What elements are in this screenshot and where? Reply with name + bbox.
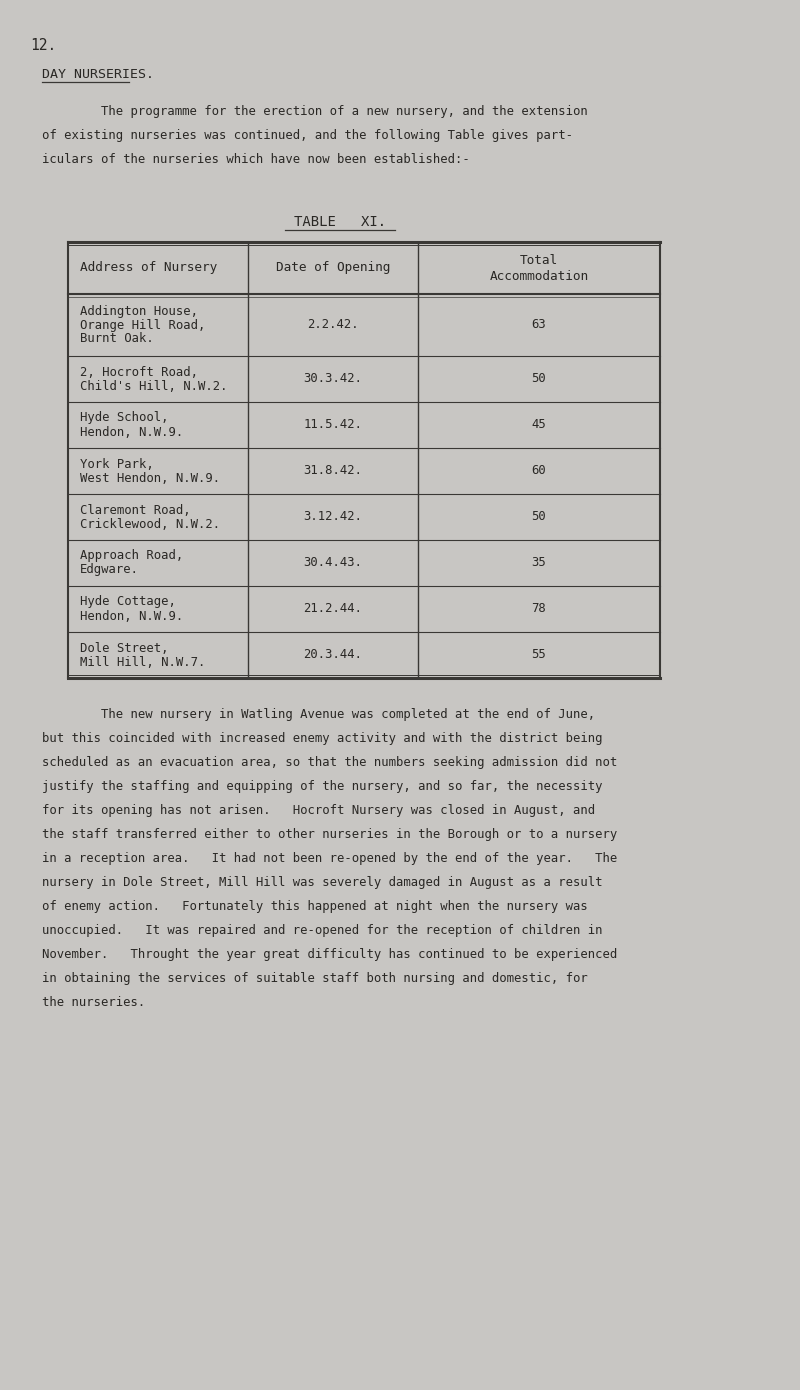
Text: DAY NURSERIES.: DAY NURSERIES. xyxy=(42,68,154,81)
Text: 3.12.42.: 3.12.42. xyxy=(303,510,362,524)
Text: The programme for the erection of a new nursery, and the extension: The programme for the erection of a new … xyxy=(42,106,588,118)
Text: Approach Road,: Approach Road, xyxy=(80,549,183,563)
Text: 35: 35 xyxy=(532,556,546,570)
Text: Date of Opening: Date of Opening xyxy=(276,261,390,274)
Text: 31.8.42.: 31.8.42. xyxy=(303,464,362,478)
Text: Cricklewood, N.W.2.: Cricklewood, N.W.2. xyxy=(80,517,220,531)
Text: for its opening has not arisen.   Hocroft Nursery was closed in August, and: for its opening has not arisen. Hocroft … xyxy=(42,803,595,817)
Text: Dole Street,: Dole Street, xyxy=(80,642,169,655)
Text: Child's Hill, N.W.2.: Child's Hill, N.W.2. xyxy=(80,379,227,392)
Text: West Hendon, N.W.9.: West Hendon, N.W.9. xyxy=(80,471,220,485)
Text: 2, Hocroft Road,: 2, Hocroft Road, xyxy=(80,366,198,378)
Text: justify the staffing and equipping of the nursery, and so far, the necessity: justify the staffing and equipping of th… xyxy=(42,780,602,794)
Text: 11.5.42.: 11.5.42. xyxy=(303,418,362,431)
Text: 2.2.42.: 2.2.42. xyxy=(307,318,359,331)
Text: 55: 55 xyxy=(532,649,546,662)
Text: Orange Hill Road,: Orange Hill Road, xyxy=(80,318,206,331)
Text: 60: 60 xyxy=(532,464,546,478)
Text: 21.2.44.: 21.2.44. xyxy=(303,602,362,616)
Text: Addington House,: Addington House, xyxy=(80,304,198,317)
Text: in obtaining the services of suitable staff both nursing and domestic, for: in obtaining the services of suitable st… xyxy=(42,972,588,986)
Text: Mill Hill, N.W.7.: Mill Hill, N.W.7. xyxy=(80,656,206,669)
Text: 78: 78 xyxy=(532,602,546,616)
Text: Accommodation: Accommodation xyxy=(490,271,589,284)
Text: Hendon, N.W.9.: Hendon, N.W.9. xyxy=(80,425,183,438)
Text: Claremont Road,: Claremont Road, xyxy=(80,503,190,517)
Text: in a reception area.   It had not been re-opened by the end of the year.   The: in a reception area. It had not been re-… xyxy=(42,852,618,865)
Text: November.   Throught the year great difficulty has continued to be experienced: November. Throught the year great diffic… xyxy=(42,948,618,960)
Text: the nurseries.: the nurseries. xyxy=(42,997,146,1009)
Text: The new nursery in Watling Avenue was completed at the end of June,: The new nursery in Watling Avenue was co… xyxy=(42,708,595,721)
Text: 50: 50 xyxy=(532,510,546,524)
Text: 30.3.42.: 30.3.42. xyxy=(303,373,362,385)
Text: nursery in Dole Street, Mill Hill was severely damaged in August as a result: nursery in Dole Street, Mill Hill was se… xyxy=(42,876,602,890)
Text: TABLE   XI.: TABLE XI. xyxy=(294,215,386,229)
Text: 50: 50 xyxy=(532,373,546,385)
Text: Edgware.: Edgware. xyxy=(80,563,139,577)
Text: Total: Total xyxy=(520,254,558,267)
Text: the staff transferred either to other nurseries in the Borough or to a nursery: the staff transferred either to other nu… xyxy=(42,828,618,841)
Text: 20.3.44.: 20.3.44. xyxy=(303,649,362,662)
Text: of existing nurseries was continued, and the following Table gives part-: of existing nurseries was continued, and… xyxy=(42,129,573,142)
Text: York Park,: York Park, xyxy=(80,457,154,470)
Text: Hyde School,: Hyde School, xyxy=(80,411,169,424)
Text: 30.4.43.: 30.4.43. xyxy=(303,556,362,570)
Text: 12.: 12. xyxy=(30,38,56,53)
Text: Burnt Oak.: Burnt Oak. xyxy=(80,332,154,346)
Text: but this coincided with increased enemy activity and with the district being: but this coincided with increased enemy … xyxy=(42,733,602,745)
Text: scheduled as an evacuation area, so that the numbers seeking admission did not: scheduled as an evacuation area, so that… xyxy=(42,756,618,769)
Text: 45: 45 xyxy=(532,418,546,431)
Text: iculars of the nurseries which have now been established:-: iculars of the nurseries which have now … xyxy=(42,153,470,165)
Text: Address of Nursery: Address of Nursery xyxy=(80,261,218,274)
Text: unoccupied.   It was repaired and re-opened for the reception of children in: unoccupied. It was repaired and re-opene… xyxy=(42,924,602,937)
Text: of enemy action.   Fortunately this happened at night when the nursery was: of enemy action. Fortunately this happen… xyxy=(42,899,588,913)
Text: 63: 63 xyxy=(532,318,546,331)
Text: Hendon, N.W.9.: Hendon, N.W.9. xyxy=(80,609,183,623)
Text: Hyde Cottage,: Hyde Cottage, xyxy=(80,595,176,609)
